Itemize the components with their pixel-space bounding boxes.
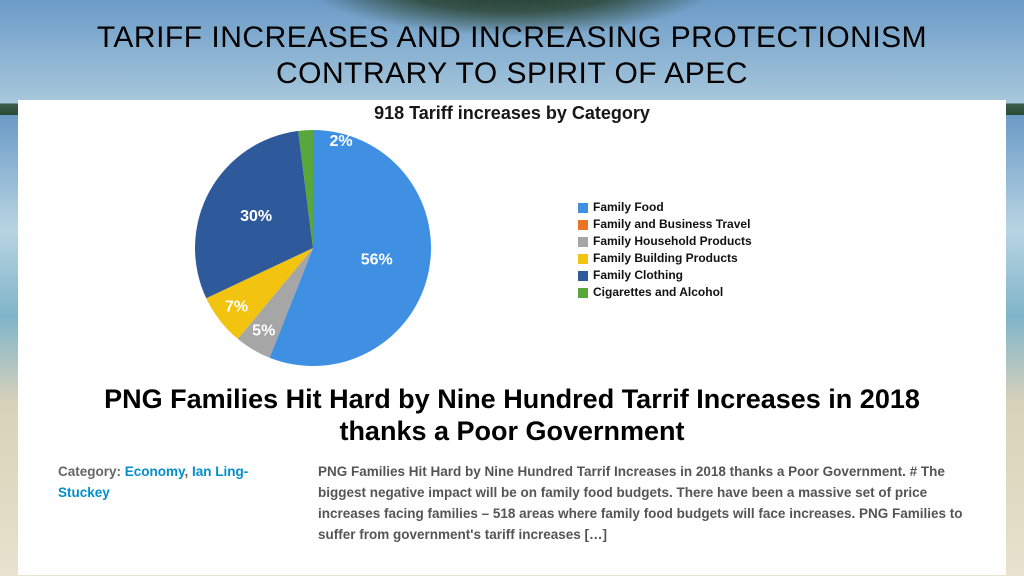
legend-item: Cigarettes and Alcohol xyxy=(578,285,752,300)
legend-item: Family and Business Travel xyxy=(578,217,752,232)
legend-label: Family Building Products xyxy=(593,251,738,266)
legend-item: Family Food xyxy=(578,200,752,215)
legend-swatch xyxy=(578,203,588,213)
slide-title-line2: CONTRARY TO SPIRIT OF APEC xyxy=(276,57,748,90)
chart-title: 918 Tariff increases by Category xyxy=(18,103,1006,124)
slide-title-line1: TARIFF INCREASES AND INCREASING PROTECTI… xyxy=(97,21,927,54)
chart-card: 918 Tariff increases by Category 56% 5%7%… xyxy=(18,100,1006,375)
pie-slice-label: 5% xyxy=(252,323,275,340)
article-body: Category: Economy, Ian Ling-Stuckey PNG … xyxy=(58,462,966,546)
legend-label: Family Food xyxy=(593,200,664,215)
pie-slice-label: 2% xyxy=(329,133,352,150)
legend-label: Family and Business Travel xyxy=(593,217,750,232)
article-title: PNG Families Hit Hard by Nine Hundred Ta… xyxy=(58,383,966,448)
legend-swatch xyxy=(578,237,588,247)
pie-slice-label: 30% xyxy=(240,208,272,225)
article-text: PNG Families Hit Hard by Nine Hundred Ta… xyxy=(318,462,966,546)
legend-swatch xyxy=(578,254,588,264)
legend-item: Family Building Products xyxy=(578,251,752,266)
legend-swatch xyxy=(578,288,588,298)
article-category-link[interactable]: Economy xyxy=(125,464,185,479)
article-meta: Category: Economy, Ian Ling-Stuckey xyxy=(58,462,288,546)
legend-swatch xyxy=(578,271,588,281)
article-card: PNG Families Hit Hard by Nine Hundred Ta… xyxy=(18,375,1006,575)
slide-title: TARIFF INCREASES AND INCREASING PROTECTI… xyxy=(0,20,1024,92)
chart-legend: Family Food Family and Business Travel Fam… xyxy=(578,200,752,302)
legend-label: Cigarettes and Alcohol xyxy=(593,285,723,300)
pie-slice-label: 7% xyxy=(225,299,248,316)
legend-item: Family Clothing xyxy=(578,268,752,283)
legend-label: Family Household Products xyxy=(593,234,752,249)
legend-item: Family Household Products xyxy=(578,234,752,249)
article-meta-prefix: Category: xyxy=(58,464,125,479)
pie-chart: 56% 5%7% 30% 2% xyxy=(193,128,433,368)
pie-slice-label: 56% xyxy=(361,251,393,268)
legend-swatch xyxy=(578,220,588,230)
legend-label: Family Clothing xyxy=(593,268,683,283)
